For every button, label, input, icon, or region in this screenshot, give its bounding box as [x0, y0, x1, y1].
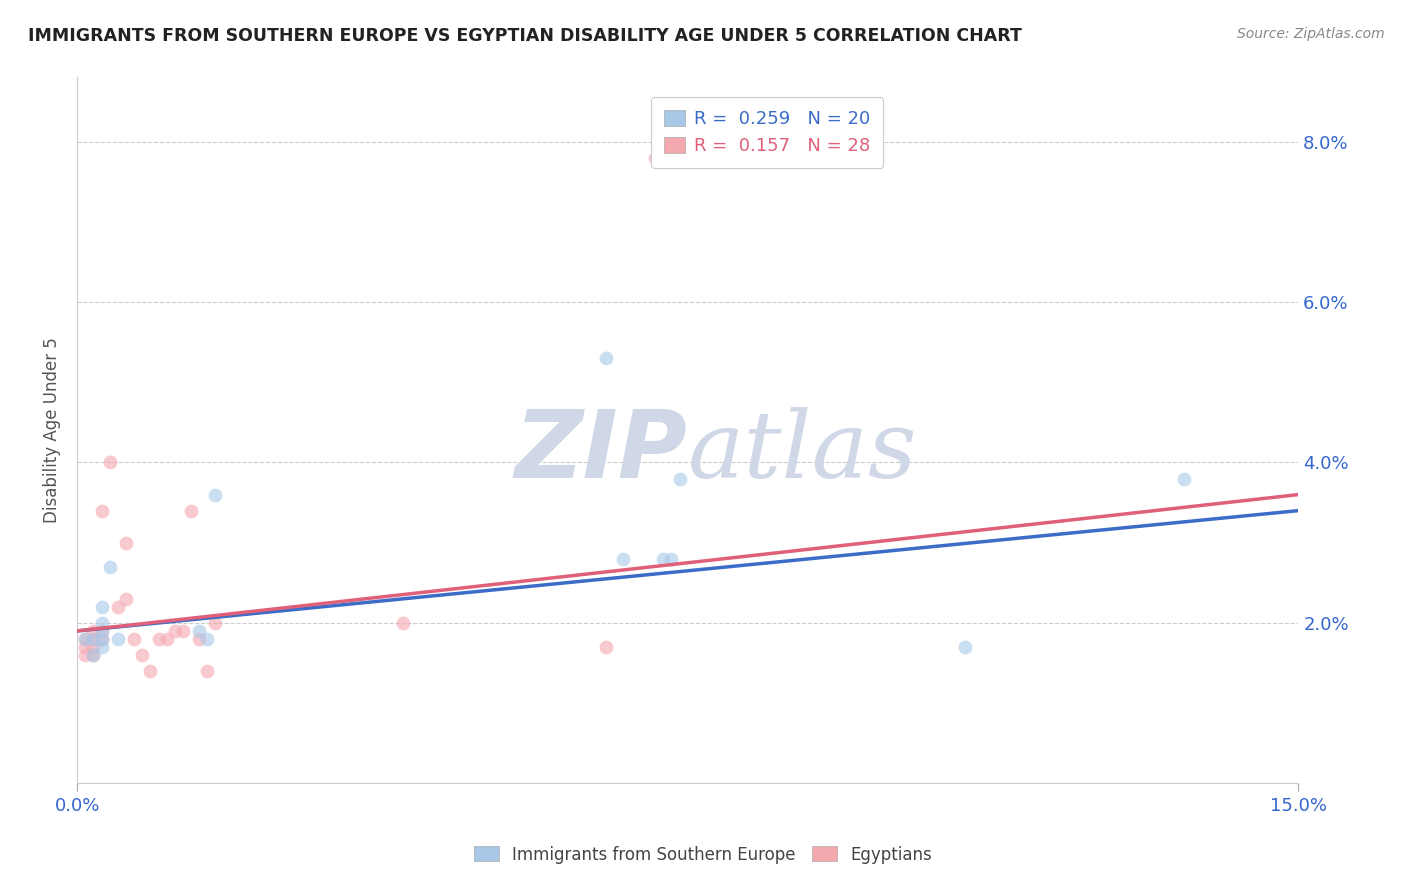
- Point: [90, 624, 112, 638]
- Point: [107, 599, 129, 614]
- Point: [82, 632, 104, 646]
- Point: [652, 551, 675, 566]
- Point: [98, 455, 121, 469]
- Point: [82, 648, 104, 662]
- Point: [953, 640, 976, 654]
- Point: [612, 551, 634, 566]
- Point: [115, 535, 138, 549]
- Point: [82, 624, 104, 638]
- Point: [661, 551, 683, 566]
- Point: [595, 640, 617, 654]
- Point: [82, 640, 104, 654]
- Point: [195, 664, 218, 678]
- Point: [1173, 471, 1195, 485]
- Point: [644, 151, 666, 165]
- Point: [195, 632, 218, 646]
- Point: [75, 632, 97, 646]
- Point: [139, 664, 162, 678]
- Legend: R =  0.259   N = 20, R =  0.157   N = 28: R = 0.259 N = 20, R = 0.157 N = 28: [651, 97, 883, 168]
- Point: [75, 648, 97, 662]
- Point: [115, 591, 138, 606]
- Point: [595, 351, 617, 366]
- Point: [82, 648, 104, 662]
- Point: [90, 632, 112, 646]
- Point: [90, 599, 112, 614]
- Point: [188, 624, 211, 638]
- Point: [107, 632, 129, 646]
- Point: [82, 632, 104, 646]
- Point: [90, 632, 112, 646]
- Text: atlas: atlas: [688, 407, 917, 497]
- Point: [163, 624, 186, 638]
- Point: [148, 632, 170, 646]
- Text: Source: ZipAtlas.com: Source: ZipAtlas.com: [1237, 27, 1385, 41]
- Point: [668, 471, 690, 485]
- Point: [180, 503, 202, 517]
- Legend: Immigrants from Southern Europe, Egyptians: Immigrants from Southern Europe, Egyptia…: [467, 839, 939, 871]
- Y-axis label: Disability Age Under 5: Disability Age Under 5: [44, 337, 60, 524]
- Point: [98, 559, 121, 574]
- Point: [122, 632, 145, 646]
- Point: [188, 632, 211, 646]
- Point: [391, 615, 413, 630]
- Text: ZIP: ZIP: [515, 406, 688, 498]
- Point: [156, 632, 179, 646]
- Point: [172, 624, 194, 638]
- Point: [75, 640, 97, 654]
- Point: [90, 503, 112, 517]
- Text: IMMIGRANTS FROM SOUTHERN EUROPE VS EGYPTIAN DISABILITY AGE UNDER 5 CORRELATION C: IMMIGRANTS FROM SOUTHERN EUROPE VS EGYPT…: [28, 27, 1022, 45]
- Point: [204, 487, 226, 501]
- Point: [131, 648, 153, 662]
- Point: [90, 615, 112, 630]
- Point: [90, 640, 112, 654]
- Point: [90, 624, 112, 638]
- Point: [75, 632, 97, 646]
- Point: [204, 615, 226, 630]
